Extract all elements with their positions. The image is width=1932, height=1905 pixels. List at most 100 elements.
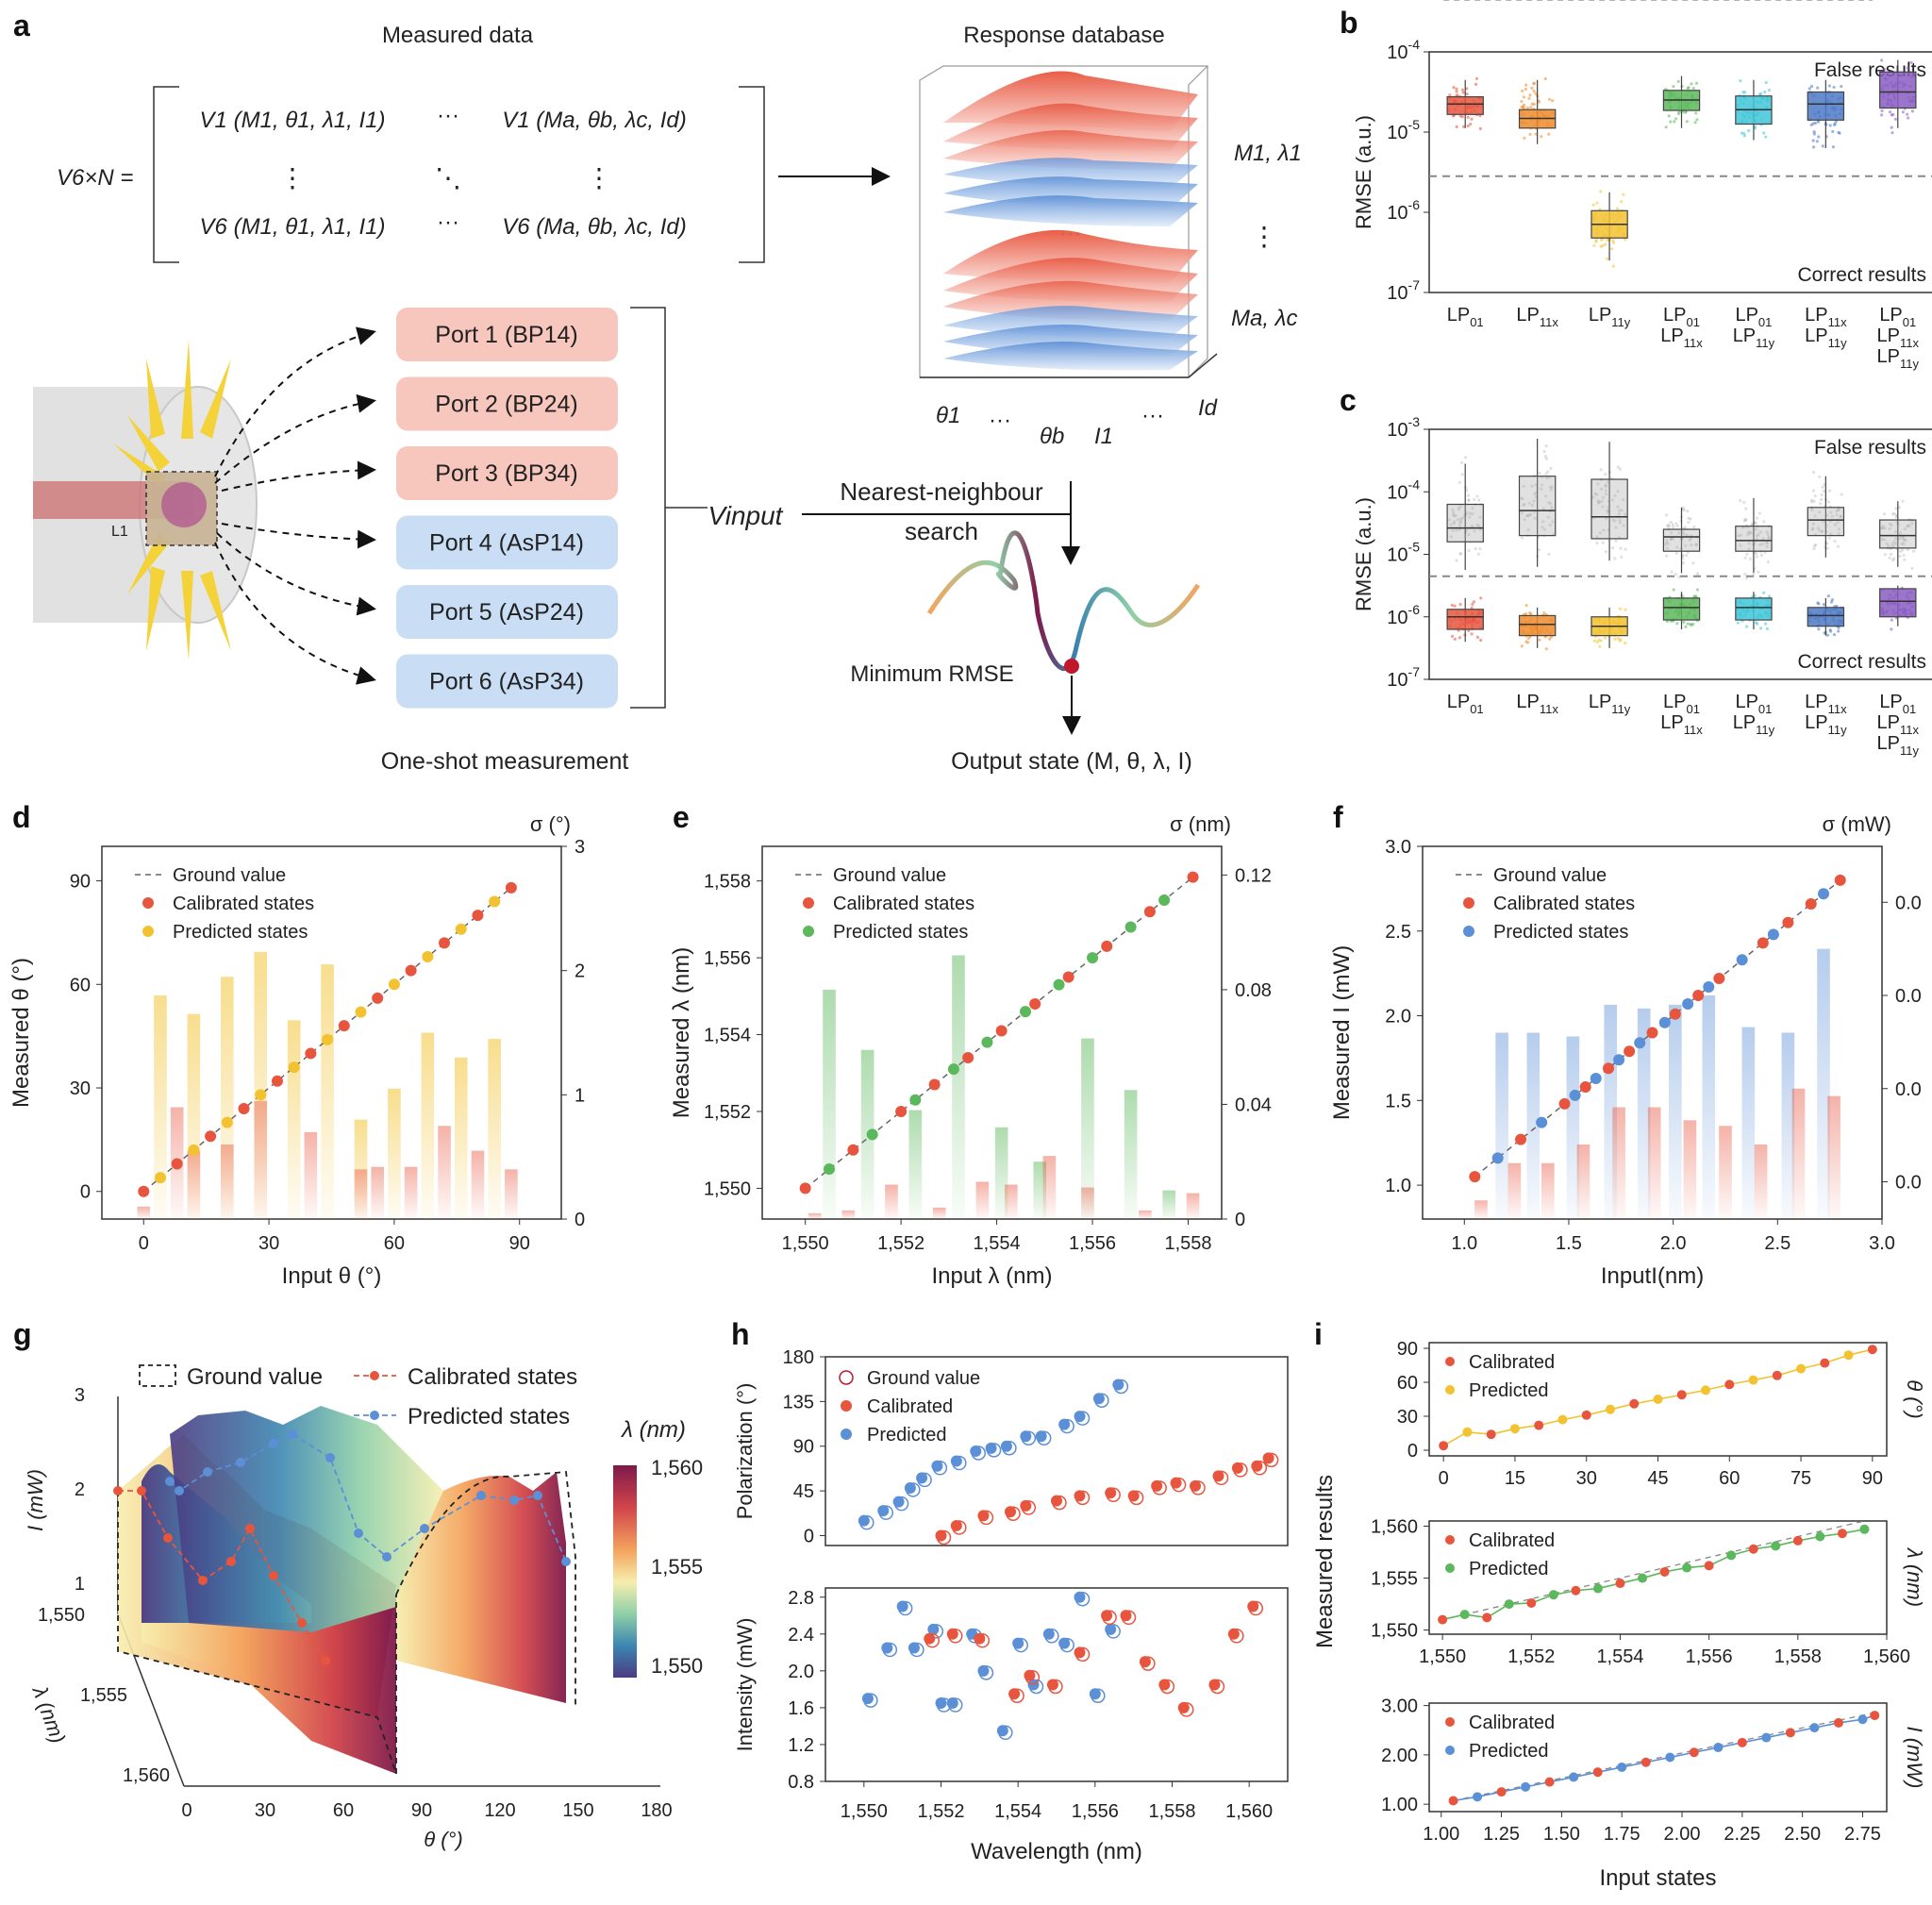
jitter-point bbox=[1541, 526, 1544, 529]
sigma-bar-predicted bbox=[1495, 1032, 1508, 1219]
y2-tick-label: 2 bbox=[575, 961, 585, 982]
calibrated-point bbox=[1867, 1345, 1877, 1355]
jitter-point bbox=[1453, 520, 1457, 524]
predicted-point bbox=[1491, 1152, 1504, 1164]
legend-calibrated: Calibrated bbox=[867, 1396, 953, 1417]
sigma-bar-calibrated bbox=[1004, 1184, 1018, 1219]
predicted-point bbox=[1536, 1116, 1548, 1128]
box-correct-6 bbox=[1879, 588, 1917, 618]
jitter-point bbox=[1898, 549, 1902, 554]
panel-letter-d: d bbox=[12, 800, 31, 834]
sigma-bar-predicted bbox=[1162, 1190, 1176, 1219]
y-axis-label: RMSE (a.u.) bbox=[1352, 115, 1375, 229]
calibrated-point bbox=[1592, 1767, 1603, 1778]
jitter-point bbox=[1682, 532, 1686, 536]
jitter-point bbox=[1754, 521, 1757, 525]
y-tick-label: 2.4 bbox=[788, 1625, 814, 1646]
y-axis-label: Measured I (mW) bbox=[1329, 945, 1355, 1120]
sigma-bar-calibrated bbox=[1791, 1088, 1806, 1219]
x-tick-label: 1,550 bbox=[782, 1233, 829, 1254]
sigma-bar-predicted bbox=[1526, 1032, 1541, 1219]
minimum-rmse-label: Minimum RMSE bbox=[850, 661, 1013, 687]
jitter-point bbox=[1681, 561, 1685, 565]
calibrated-point bbox=[1212, 1470, 1224, 1482]
calibrated-point bbox=[1170, 1477, 1182, 1489]
jitter-point bbox=[1880, 58, 1884, 62]
jitter-point bbox=[1880, 537, 1884, 541]
jitter-point bbox=[1684, 554, 1689, 558]
jitter-point bbox=[1541, 520, 1545, 524]
predicted-point bbox=[824, 1163, 836, 1176]
plot-frame-polarization bbox=[824, 1356, 1289, 1546]
predicted-point bbox=[1053, 978, 1065, 991]
matrix-r3c1: V6 (M1, θ1, λ1, I1) bbox=[200, 214, 386, 240]
calibrated-point bbox=[1713, 973, 1725, 985]
x-tick-label: 60 bbox=[384, 1233, 405, 1254]
y-tick-label: 10-4 bbox=[1387, 37, 1420, 63]
matrix-r2c3: ⋮ bbox=[586, 163, 612, 192]
jitter-point bbox=[1465, 87, 1469, 91]
calibrated-curve bbox=[118, 1490, 326, 1662]
jitter-point bbox=[1687, 516, 1690, 520]
category-label: LP01 bbox=[1663, 305, 1700, 329]
calibrated-point bbox=[1051, 1495, 1062, 1507]
jitter-point bbox=[1821, 529, 1824, 533]
predicted-point bbox=[288, 1429, 297, 1439]
sigma-bar-calibrated bbox=[404, 1166, 418, 1219]
jitter-point bbox=[1890, 125, 1893, 129]
calibrated-point bbox=[1646, 1027, 1658, 1039]
jitter-point bbox=[1618, 607, 1623, 610]
jitter-point bbox=[1903, 526, 1907, 531]
jitter-point bbox=[1546, 515, 1550, 519]
jitter-point bbox=[1532, 89, 1536, 93]
jitter-point bbox=[1605, 517, 1608, 521]
jitter-point bbox=[1616, 637, 1620, 641]
sigma-bar-calibrated bbox=[304, 1131, 318, 1219]
calibrated-point bbox=[1143, 906, 1156, 918]
sigma-bar-predicted bbox=[1781, 1032, 1795, 1219]
jitter-point bbox=[1743, 573, 1747, 577]
sigma-bar-predicted bbox=[908, 1110, 923, 1219]
predicted-point bbox=[1012, 1637, 1024, 1649]
jitter-point bbox=[1835, 510, 1839, 513]
jitter-point bbox=[1811, 526, 1815, 530]
predicted-point bbox=[1638, 1573, 1648, 1583]
jitter-point bbox=[1749, 531, 1753, 535]
x-tick-label: 180 bbox=[641, 1800, 672, 1821]
calibrated-point bbox=[1020, 1499, 1032, 1512]
calibrated-point bbox=[1692, 990, 1705, 1001]
predicted-point bbox=[1761, 1732, 1772, 1743]
jitter-point bbox=[1599, 238, 1604, 242]
jitter-point bbox=[1906, 524, 1910, 527]
jitter-point bbox=[1525, 513, 1529, 517]
calibrated-point bbox=[1629, 1398, 1640, 1409]
jitter-point bbox=[1900, 542, 1904, 546]
jitter-point bbox=[1890, 523, 1893, 527]
jitter-point bbox=[1758, 543, 1762, 546]
predicted-point bbox=[255, 1089, 267, 1101]
y-tick-label: 1.5 bbox=[1385, 1091, 1411, 1111]
calibrated-point bbox=[1005, 1506, 1016, 1518]
jitter-point bbox=[1685, 533, 1689, 537]
jitter-point bbox=[1467, 532, 1471, 537]
jitter-point bbox=[1881, 524, 1885, 528]
jitter-point bbox=[1595, 201, 1599, 205]
matrix-r3c2: ··· bbox=[437, 209, 459, 235]
calibrated-point bbox=[1704, 1561, 1714, 1571]
jitter-point bbox=[1460, 88, 1465, 92]
jitter-point bbox=[1620, 200, 1624, 204]
sigma-bar-predicted bbox=[952, 955, 965, 1219]
box-6 bbox=[1879, 71, 1917, 109]
x-axis-label: Input θ (°) bbox=[282, 1263, 382, 1289]
calibrated-point bbox=[405, 964, 417, 977]
category-label: LP11y bbox=[1589, 692, 1631, 716]
jitter-point bbox=[1530, 86, 1534, 90]
x-tick-label: 1,560 bbox=[1225, 1801, 1273, 1822]
y2-tick-label: 0 bbox=[575, 1210, 585, 1230]
x-tick-label: 75 bbox=[1790, 1468, 1811, 1489]
db-axis-I-2: ··· bbox=[1141, 403, 1164, 428]
jitter-point bbox=[1550, 485, 1555, 489]
jitter-point bbox=[1467, 498, 1471, 502]
jitter-point bbox=[1897, 506, 1901, 510]
db-axis-I-1: I1 bbox=[1094, 424, 1113, 449]
